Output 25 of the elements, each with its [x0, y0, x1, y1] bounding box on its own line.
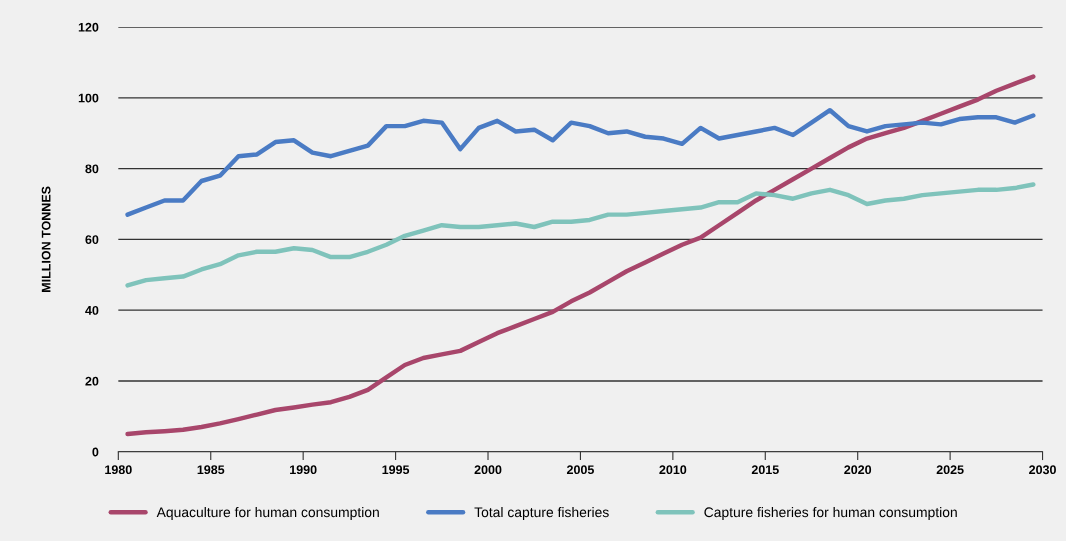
line-series [125, 182, 1036, 288]
x-tick-label: 2025 [936, 465, 964, 475]
y-tick-label: 120 [78, 22, 99, 32]
y-tick-label: 100 [78, 93, 99, 103]
legend-label: Aquaculture for human consumption [156, 506, 379, 520]
x-tick-label: 1995 [382, 465, 410, 475]
x-tick-label: 2030 [1029, 465, 1056, 475]
line-series [125, 108, 1036, 217]
line-series [125, 74, 1036, 437]
y-tick-label: 0 [92, 447, 99, 457]
y-tick-label: 60 [85, 235, 99, 245]
x-tick-label: 2020 [844, 465, 872, 475]
legend-label: Capture fisheries for human consumption [704, 506, 957, 520]
y-axis-title: MILLION TONNES [41, 186, 51, 292]
y-tick-label: 80 [85, 164, 99, 174]
x-tick-label: 1985 [197, 465, 225, 475]
y-tick-label: 40 [85, 305, 99, 315]
x-tick-label: 2005 [566, 465, 594, 475]
x-tick-label: 2015 [751, 465, 779, 475]
x-tick-label: 1980 [105, 465, 132, 475]
legend-label: Total capture fisheries [474, 506, 609, 520]
y-tick-label: 20 [85, 376, 99, 386]
x-tick-label: 2010 [659, 465, 687, 475]
x-tick-label: 2000 [474, 465, 502, 475]
x-tick-label: 1990 [290, 465, 317, 475]
